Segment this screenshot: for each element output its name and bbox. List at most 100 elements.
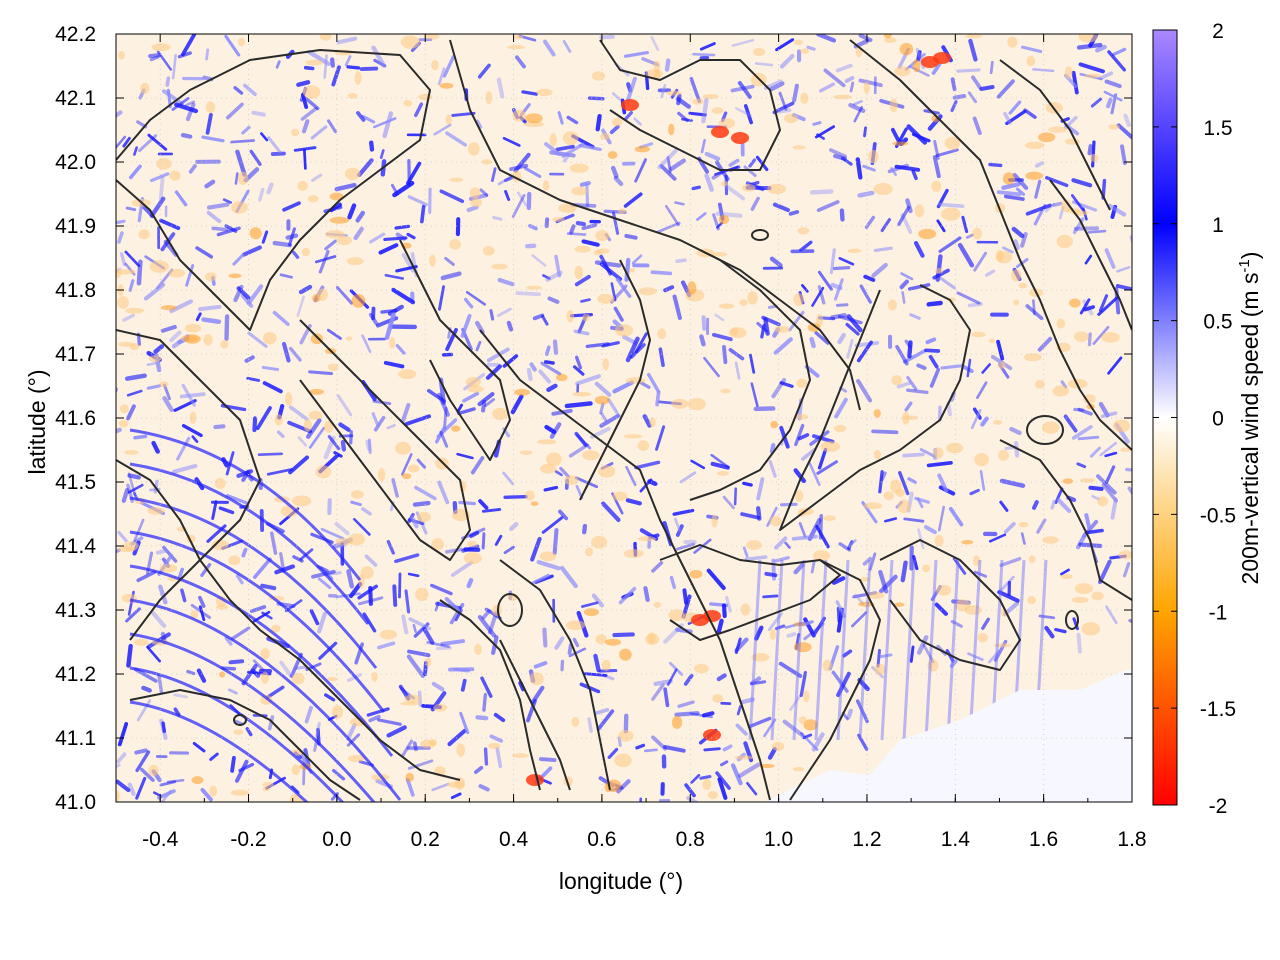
- wind-streak: [1104, 451, 1118, 458]
- wind-streak: [612, 632, 635, 638]
- wind-streak: [318, 641, 338, 660]
- wind-patch: [394, 441, 411, 455]
- wind-streak: [272, 240, 293, 248]
- coastal-streak: [924, 559, 938, 741]
- wind-streak: [127, 483, 144, 494]
- wind-streak: [988, 162, 1003, 168]
- wind-streak: [185, 100, 196, 107]
- wind-streak: [538, 757, 557, 762]
- wind-streak: [552, 528, 559, 555]
- wind-streak: [743, 104, 754, 125]
- colorbar-tick-label: 2: [1212, 20, 1224, 43]
- wind-streak: [610, 282, 617, 302]
- wind-streak: [663, 623, 685, 644]
- wind-streak: [1076, 42, 1103, 50]
- wind-streak: [846, 338, 854, 359]
- wind-streak: [846, 708, 853, 720]
- wind-streak: [395, 344, 406, 355]
- wind-streak: [262, 381, 283, 394]
- wind-streak: [817, 447, 828, 470]
- wind-streak: [241, 547, 248, 558]
- wind-streak: [288, 405, 309, 421]
- wind-patch: [159, 381, 169, 388]
- wind-streak: [249, 149, 262, 166]
- wind-streak: [952, 557, 967, 575]
- wind-streak: [946, 401, 953, 417]
- wind-streak: [443, 406, 448, 430]
- wind-streak: [116, 387, 119, 394]
- wind-patch: [1048, 126, 1068, 133]
- wind-patch: [665, 90, 682, 96]
- contour-ring: [1026, 415, 1064, 445]
- wind-streak: [162, 396, 174, 413]
- wind-patch: [1071, 596, 1089, 604]
- wind-streak: [747, 716, 772, 729]
- wind-streak: [479, 188, 489, 197]
- wind-patch: [138, 229, 150, 240]
- wind-streak: [554, 636, 565, 650]
- wind-streak: [799, 670, 808, 698]
- wind-streak: [198, 304, 222, 312]
- wind-streak: [117, 530, 128, 543]
- wind-patch: [873, 449, 882, 460]
- wind-streak: [138, 134, 158, 153]
- wind-streak: [324, 239, 337, 251]
- wind-streak: [293, 146, 317, 152]
- wind-streak: [567, 643, 573, 655]
- wind-streak: [679, 471, 697, 484]
- wind-streak: [477, 392, 495, 407]
- wind-patch: [184, 323, 202, 333]
- wind-streak: [1099, 441, 1117, 457]
- wind-streak: [173, 707, 181, 717]
- wind-streak: [647, 479, 658, 486]
- wind-streak: [566, 232, 587, 236]
- wind-patch: [582, 313, 591, 322]
- wind-streak: [257, 452, 284, 457]
- wind-streak: [185, 102, 196, 122]
- wind-streak: [408, 617, 432, 631]
- wind-patch: [895, 488, 906, 497]
- y-tick-label: 42.0: [55, 151, 96, 174]
- wind-streak: [675, 542, 695, 551]
- wind-patch: [816, 313, 824, 327]
- wind-streak: [369, 140, 375, 152]
- wind-streak: [1032, 299, 1036, 316]
- wind-streak: [139, 767, 155, 782]
- wind-streak: [913, 240, 925, 258]
- wind-patch: [873, 409, 881, 418]
- wind-streak: [997, 590, 1020, 603]
- wind-streak: [462, 391, 480, 403]
- wind-streak: [742, 546, 749, 558]
- wind-streak: [583, 672, 608, 677]
- wind-patch: [619, 648, 632, 661]
- wind-streak: [261, 365, 280, 372]
- wind-patch: [415, 587, 429, 602]
- wind-streak: [279, 552, 286, 573]
- wind-streak: [848, 539, 857, 548]
- wind-streak: [404, 589, 411, 614]
- wind-patch: [645, 633, 660, 645]
- wind-streak: [658, 347, 665, 367]
- wind-streak: [442, 54, 456, 78]
- wind-streak: [1011, 226, 1025, 239]
- wind-streak: [721, 603, 727, 619]
- y-tick-label: 42.2: [55, 23, 96, 46]
- wind-patch: [769, 629, 777, 640]
- wind-streak: [754, 625, 764, 641]
- wind-streak: [241, 663, 258, 686]
- wind-streak: [435, 646, 452, 651]
- wind-patch: [1002, 172, 1016, 185]
- wind-streak: [734, 637, 749, 653]
- wind-streak: [1087, 332, 1092, 347]
- wind-streak: [976, 381, 988, 399]
- wind-streak: [117, 231, 124, 244]
- wind-patch: [972, 227, 983, 240]
- wind-streak: [1104, 248, 1116, 269]
- wind-patch: [582, 450, 600, 461]
- wind-streak: [863, 274, 876, 282]
- wind-streak: [582, 523, 588, 535]
- wind-patch: [1089, 153, 1099, 162]
- wind-streak: [490, 167, 497, 182]
- wind-streak: [624, 111, 634, 121]
- wind-patch: [935, 268, 944, 274]
